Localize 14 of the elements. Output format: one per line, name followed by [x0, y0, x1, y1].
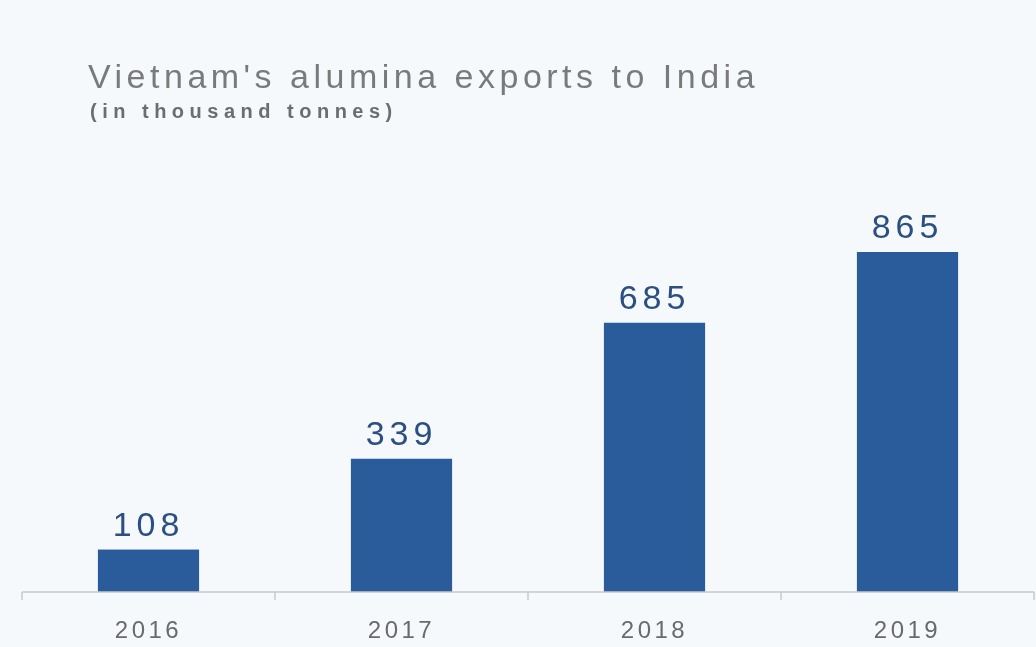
chart-title: Vietnam's alumina exports to India: [88, 57, 760, 95]
bar: [856, 252, 959, 592]
x-tick-label: 2016: [114, 616, 183, 643]
data-label: 108: [112, 504, 185, 543]
bar: [603, 322, 706, 592]
x-tick-label: 2019: [873, 616, 942, 643]
chart-subtitle: (in thousand tonnes): [90, 100, 398, 122]
data-label: 865: [871, 207, 944, 245]
x-tick-label: 2018: [620, 616, 689, 643]
data-label: 339: [365, 413, 438, 452]
x-tick-label: 2017: [367, 616, 436, 643]
bar: [350, 458, 453, 592]
bar: [97, 549, 200, 592]
data-label: 685: [618, 277, 691, 316]
